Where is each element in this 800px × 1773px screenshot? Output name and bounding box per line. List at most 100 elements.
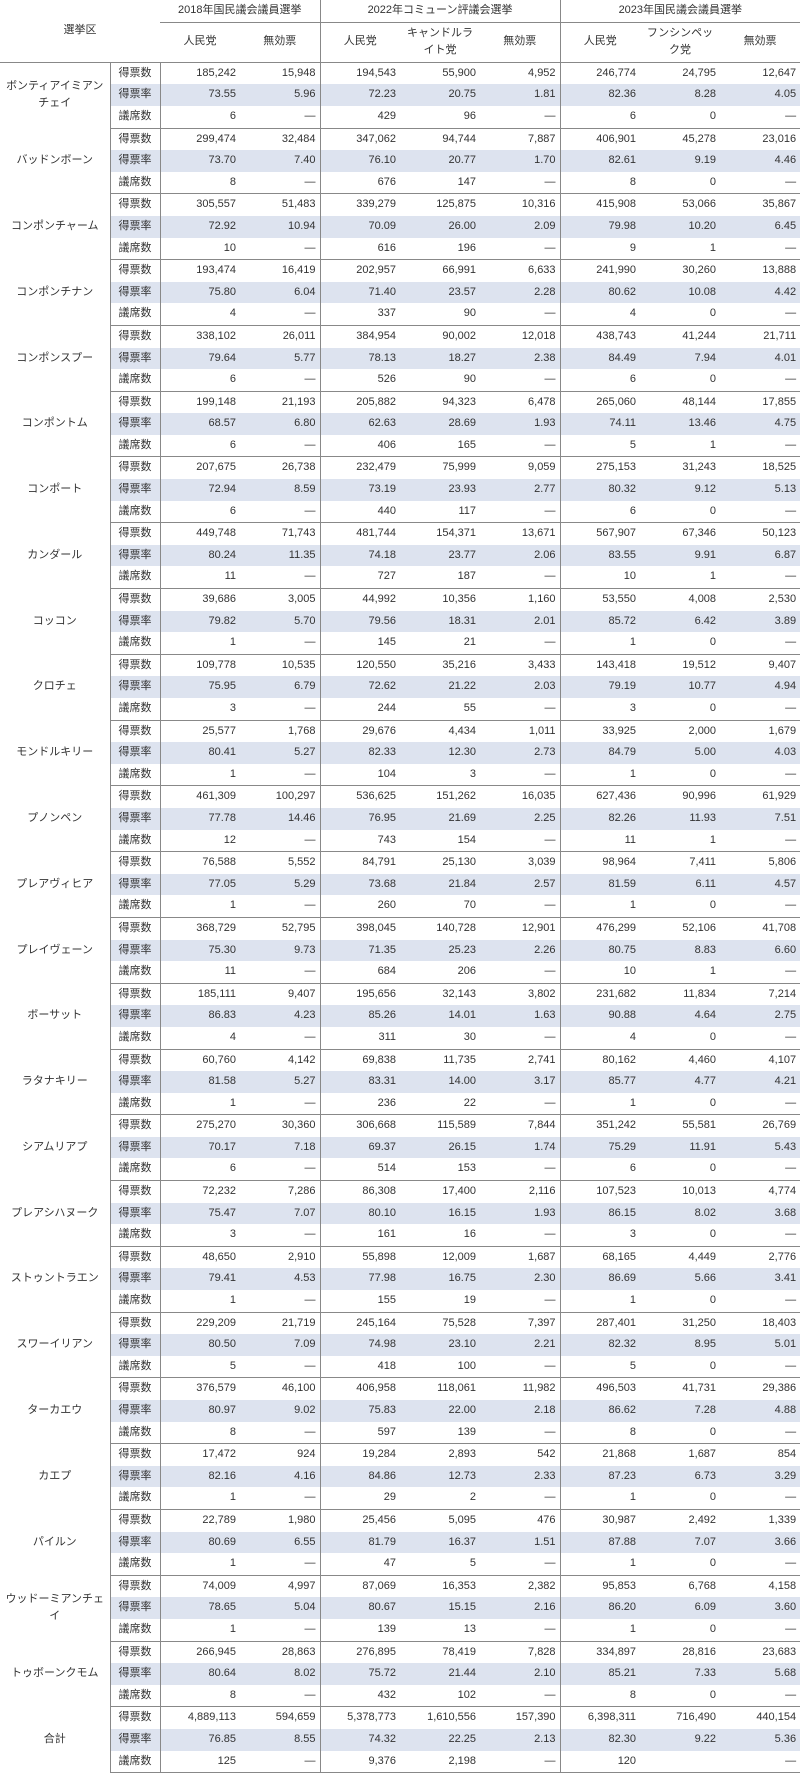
region-name: プレアシハヌーク bbox=[0, 1181, 110, 1247]
cell-seats: 4 bbox=[160, 303, 240, 325]
metric-votes: 得票数 bbox=[110, 457, 160, 479]
table-row: 得票率80.696.5581.7916.371.5187.887.073.66 bbox=[0, 1532, 800, 1554]
cell-votes: 90,996 bbox=[640, 786, 720, 808]
cell-rate: 70.09 bbox=[320, 216, 400, 238]
table-row: トゥボーンクモム得票数266,94528,863276,89578,4197,8… bbox=[0, 1641, 800, 1663]
cell-votes: 16,353 bbox=[400, 1575, 480, 1597]
cell-seats: — bbox=[720, 1619, 800, 1641]
metric-votes: 得票数 bbox=[110, 852, 160, 874]
cell-votes: 3,433 bbox=[480, 654, 560, 676]
cell-votes: 45,278 bbox=[640, 128, 720, 150]
cell-seats: 3 bbox=[160, 1224, 240, 1246]
cell-votes: 4,434 bbox=[400, 720, 480, 742]
cell-votes: 26,769 bbox=[720, 1115, 800, 1137]
cell-seats: 1 bbox=[560, 1487, 640, 1509]
cell-seats: 5 bbox=[560, 1356, 640, 1378]
cell-rate: 14.46 bbox=[240, 808, 320, 830]
table-row: 得票率80.979.0275.8322.002.1886.627.284.88 bbox=[0, 1400, 800, 1422]
metric-votes: 得票数 bbox=[110, 1641, 160, 1663]
cell-rate: 76.85 bbox=[160, 1729, 240, 1751]
cell-rate: 72.94 bbox=[160, 479, 240, 501]
cell-rate: 87.88 bbox=[560, 1532, 640, 1554]
cell-seats: — bbox=[240, 1093, 320, 1115]
cell-seats: — bbox=[240, 1290, 320, 1312]
table-row: 得票率72.948.5973.1923.932.7780.329.125.13 bbox=[0, 479, 800, 501]
region-name: ラタナキリー bbox=[0, 1049, 110, 1115]
table-row: 得票率75.477.0780.1016.151.9386.158.023.68 bbox=[0, 1203, 800, 1225]
cell-seats: 8 bbox=[160, 1685, 240, 1707]
table-row: 得票率75.956.7972.6221.222.0379.1910.774.94 bbox=[0, 676, 800, 698]
cell-votes: 4,774 bbox=[720, 1181, 800, 1203]
cell-rate: 10.08 bbox=[640, 282, 720, 304]
cell-seats: 96 bbox=[400, 106, 480, 128]
metric-rate: 得票率 bbox=[110, 413, 160, 435]
cell-votes: 52,795 bbox=[240, 917, 320, 939]
table-row: 議席数11—727187—101— bbox=[0, 566, 800, 588]
cell-seats: — bbox=[720, 501, 800, 523]
cell-seats: 1 bbox=[560, 1619, 640, 1641]
table-row: 得票率77.7814.4676.9521.692.2582.2611.937.5… bbox=[0, 808, 800, 830]
table-row: 得票率73.555.9672.2320.751.8182.368.284.05 bbox=[0, 84, 800, 106]
cell-votes: 11,834 bbox=[640, 983, 720, 1005]
cell-rate: 2.38 bbox=[480, 348, 560, 370]
metric-votes: 得票数 bbox=[110, 983, 160, 1005]
cell-votes: 100,297 bbox=[240, 786, 320, 808]
cell-seats: 6 bbox=[160, 501, 240, 523]
metric-votes: 得票数 bbox=[110, 917, 160, 939]
metric-rate: 得票率 bbox=[110, 1005, 160, 1027]
cell-votes: 13,888 bbox=[720, 260, 800, 282]
cell-rate: 11.35 bbox=[240, 545, 320, 567]
cell-seats: — bbox=[240, 369, 320, 391]
cell-votes: 6,633 bbox=[480, 260, 560, 282]
cell-seats: — bbox=[240, 1685, 320, 1707]
cell-seats: 6 bbox=[160, 1158, 240, 1180]
cell-votes: 72,232 bbox=[160, 1181, 240, 1203]
cell-seats: 90 bbox=[400, 369, 480, 391]
table-row: コンポンチャーム得票数305,55751,483339,279125,87510… bbox=[0, 194, 800, 216]
cell-votes: 68,165 bbox=[560, 1246, 640, 1268]
cell-seats: — bbox=[720, 1487, 800, 1509]
cell-rate: 4.21 bbox=[720, 1071, 800, 1093]
cell-seats: 29 bbox=[320, 1487, 400, 1509]
metric-rate: 得票率 bbox=[110, 1203, 160, 1225]
cell-seats: — bbox=[720, 303, 800, 325]
cell-seats: 597 bbox=[320, 1422, 400, 1444]
cell-seats: 1 bbox=[160, 1553, 240, 1575]
cell-seats: 743 bbox=[320, 830, 400, 852]
table-row: 議席数6—406165—51— bbox=[0, 435, 800, 457]
cell-seats: 9 bbox=[560, 238, 640, 260]
metric-seats: 議席数 bbox=[110, 764, 160, 786]
cell-rate: 9.73 bbox=[240, 940, 320, 962]
table-row: コンポート得票数207,67526,738232,47975,9999,0592… bbox=[0, 457, 800, 479]
cell-votes: 4,952 bbox=[480, 62, 560, 84]
cell-seats: 6 bbox=[560, 106, 640, 128]
cell-votes: 4,997 bbox=[240, 1575, 320, 1597]
metric-seats: 議席数 bbox=[110, 238, 160, 260]
cell-rate: 2.01 bbox=[480, 611, 560, 633]
metric-seats: 議席数 bbox=[110, 1553, 160, 1575]
cell-seats: 1 bbox=[160, 764, 240, 786]
cell-seats: — bbox=[240, 501, 320, 523]
cell-rate: 5.96 bbox=[240, 84, 320, 106]
cell-votes: 28,863 bbox=[240, 1641, 320, 1663]
cell-votes: 23,683 bbox=[720, 1641, 800, 1663]
cell-votes: 1,687 bbox=[480, 1246, 560, 1268]
cell-votes: 415,908 bbox=[560, 194, 640, 216]
table-row: 得票率73.707.4076.1020.771.7082.619.194.46 bbox=[0, 150, 800, 172]
cell-seats: 0 bbox=[640, 1158, 720, 1180]
cell-votes: 16,035 bbox=[480, 786, 560, 808]
cell-rate: 82.36 bbox=[560, 84, 640, 106]
cell-votes: 53,066 bbox=[640, 194, 720, 216]
table-row: プレイヴェーン得票数368,72952,795398,045140,72812,… bbox=[0, 917, 800, 939]
cell-seats: — bbox=[720, 1553, 800, 1575]
cell-rate: 81.79 bbox=[320, 1532, 400, 1554]
cell-votes: 1,768 bbox=[240, 720, 320, 742]
cell-votes: 305,557 bbox=[160, 194, 240, 216]
cell-votes: 55,581 bbox=[640, 1115, 720, 1137]
cell-seats: — bbox=[240, 1619, 320, 1641]
table-row: 得票率76.858.5574.3222.252.1382.309.225.36 bbox=[0, 1729, 800, 1751]
cell-votes: 199,148 bbox=[160, 391, 240, 413]
cell-rate: 79.64 bbox=[160, 348, 240, 370]
metric-seats: 議席数 bbox=[110, 172, 160, 194]
cell-rate: 4.77 bbox=[640, 1071, 720, 1093]
